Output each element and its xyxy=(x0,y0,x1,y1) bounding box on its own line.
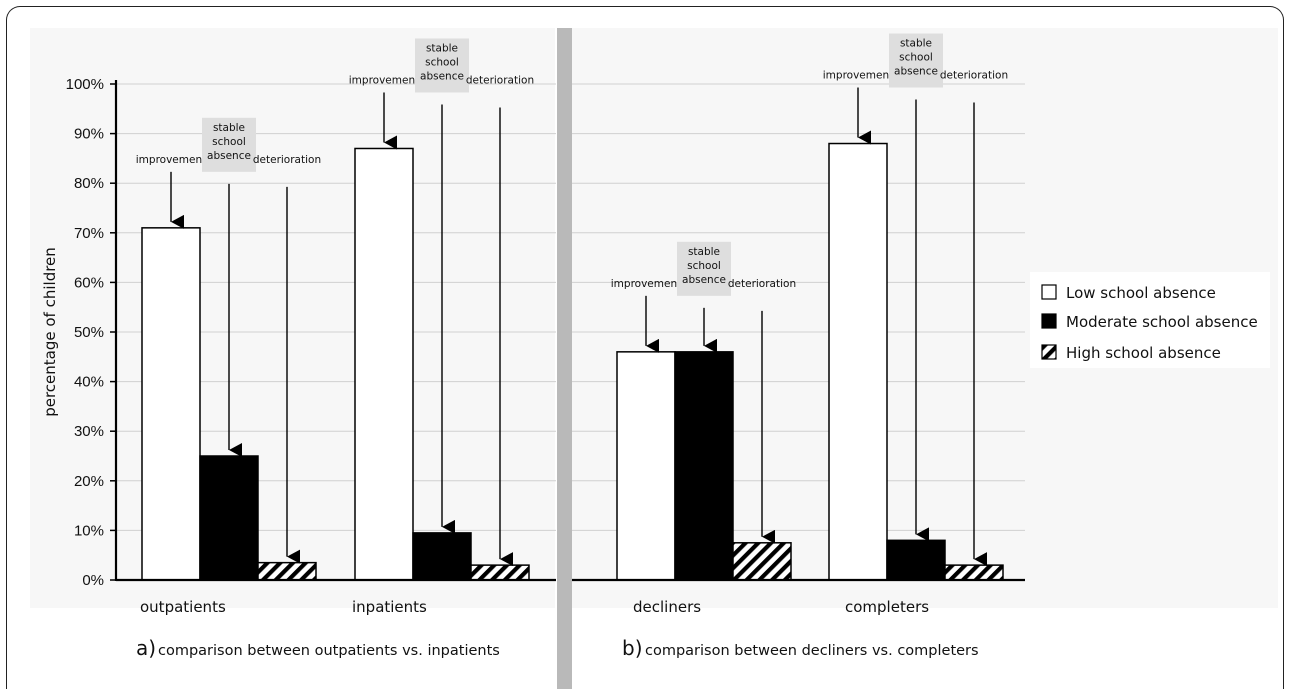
y-tick-label: 100% xyxy=(66,76,104,93)
panel-a-category-label: outpatients xyxy=(140,598,226,616)
panel-a-annotation-improvement: improvement xyxy=(136,154,206,166)
panel-b-annotation-box xyxy=(889,33,943,88)
panel-a-annotation-improvement: improvement xyxy=(349,74,419,86)
legend-swatch-moderate xyxy=(1041,313,1057,329)
panel-a-caption-letter: a) xyxy=(136,636,156,660)
panel-a-bar-low-outpatients xyxy=(141,227,201,581)
panel-a-annotation-stable-word: school xyxy=(212,136,246,148)
panel-a-bar-moderate-inpatients xyxy=(412,532,472,581)
y-tick-label: 10% xyxy=(74,522,104,539)
panel-a-annotation-stable-word: absence xyxy=(420,70,464,82)
y-tick-label: 40% xyxy=(74,374,104,391)
panel-a-annotation-box xyxy=(202,117,256,172)
panel-b-bar-high-completers xyxy=(944,564,1004,581)
panel-b-annotation-stable-word: stable xyxy=(900,38,932,50)
panel-a-bar-moderate-outpatients xyxy=(199,455,259,581)
panel-b-caption-letter: b) xyxy=(622,636,643,660)
panel-b-bar-low-completers xyxy=(828,142,888,581)
panel-a-bar-high-outpatients xyxy=(257,561,317,581)
panel-b-caption: comparison between decliners vs. complet… xyxy=(645,643,979,659)
legend-label-moderate: Moderate school absence xyxy=(1066,313,1258,331)
panel-a-category-label: inpatients xyxy=(352,598,427,616)
y-tick-label: 70% xyxy=(74,225,104,242)
y-tick-label: 90% xyxy=(74,126,104,143)
panel-b-annotation-improvement: improvement xyxy=(823,70,893,82)
panel-b-bar-moderate-decliners xyxy=(674,351,734,581)
panel-a-annotation-deterioration: deterioration xyxy=(466,74,534,86)
panel-a-annotation-box xyxy=(415,38,469,93)
y-tick-label: 30% xyxy=(74,423,104,440)
figure-frame xyxy=(6,6,1284,689)
panel-b-annotation-stable-word: school xyxy=(899,52,933,64)
panel-b-annotation-improvement: improvement xyxy=(611,278,681,290)
panel-divider xyxy=(557,28,572,689)
legend-background xyxy=(1030,272,1270,368)
panel-b-annotation-stable-word: school xyxy=(687,260,721,272)
y-tick-label: 50% xyxy=(74,324,104,341)
panel-b-annotation-stable-word: absence xyxy=(682,274,726,286)
panel-b-annotation-deterioration: deterioration xyxy=(940,70,1008,82)
panel-b-bar-low-decliners xyxy=(616,351,676,581)
legend-label-low: Low school absence xyxy=(1066,284,1216,302)
panel-a-caption: comparison between outpatients vs. inpat… xyxy=(158,643,500,659)
panel-b-category-label: decliners xyxy=(633,598,701,616)
panel-b-category-label: completers xyxy=(845,598,929,616)
panel-b-bar-high-decliners xyxy=(732,542,792,581)
panel-a-background xyxy=(30,28,555,608)
legend-swatch-high xyxy=(1041,344,1057,360)
panel-a-annotation-deterioration: deterioration xyxy=(253,154,321,166)
y-tick-label: 60% xyxy=(74,274,104,291)
panel-a-bar-low-inpatients xyxy=(354,147,414,581)
panel-b-bar-moderate-completers xyxy=(886,539,946,581)
panel-a-annotation-stable-word: absence xyxy=(207,150,251,162)
panel-b-annotation-stable-word: stable xyxy=(688,246,720,258)
legend-label-high: High school absence xyxy=(1066,344,1221,362)
legend-swatch-low xyxy=(1041,284,1057,300)
panel-a-annotation-stable-word: stable xyxy=(213,122,245,134)
panel-b-annotation-box xyxy=(677,241,731,296)
panel-b-annotation-stable-word: absence xyxy=(894,66,938,78)
y-tick-label: 80% xyxy=(74,175,104,192)
y-tick-label: 20% xyxy=(74,473,104,490)
panel-a-annotation-stable-word: stable xyxy=(426,42,458,54)
y-axis-title: percentage of children xyxy=(41,247,59,417)
panel-a-annotation-stable-word: school xyxy=(425,56,459,68)
panel-a-bar-high-inpatients xyxy=(470,564,530,581)
y-tick-label: 0% xyxy=(82,572,104,589)
panel-b-annotation-deterioration: deterioration xyxy=(728,278,796,290)
